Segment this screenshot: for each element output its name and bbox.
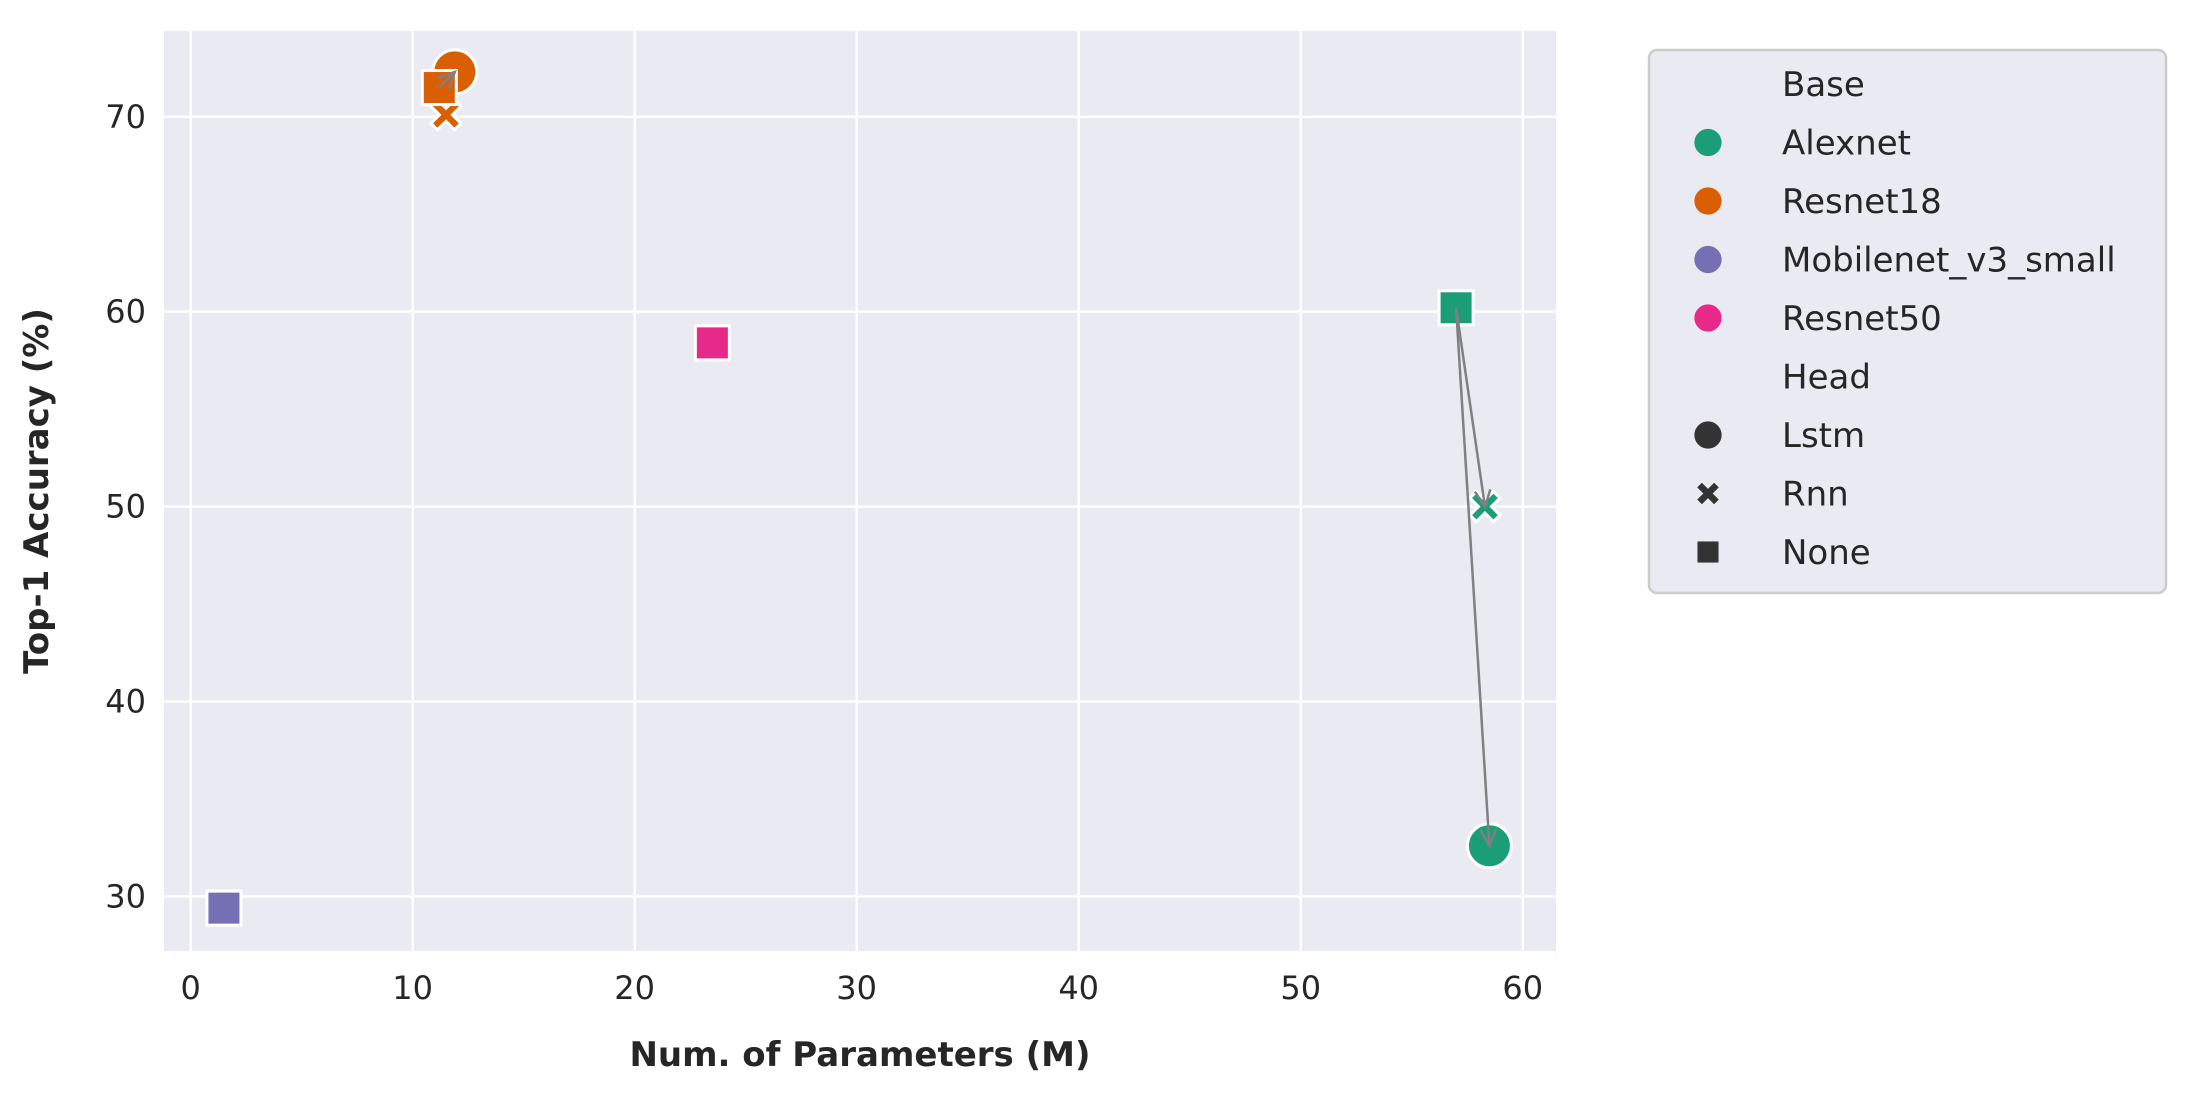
legend-item-alexnet-marker [1694,128,1722,157]
legend-item-lstm-label: Lstm [1782,416,1865,456]
legend-item-none: None [1697,533,1871,573]
y-tick-label: 50 [105,488,146,526]
legend-item-none-marker [1697,541,1719,563]
x-tick-label: 0 [180,969,200,1007]
x-tick-label: 30 [836,969,877,1007]
legend-head-title-label: Head [1782,358,1871,398]
legend-item-alexnet: Alexnet [1694,124,1911,164]
legend-item-rnn-label: Rnn [1782,475,1849,515]
x-axis-title: Num. of Parameters (M) [629,1035,1090,1075]
x-tick-label: 60 [1502,969,1543,1007]
legend-item-mobilenet-v3-small-label: Mobilenet_v3_small [1782,241,2116,281]
legend-item-lstm-marker [1694,421,1722,449]
x-tick-label: 50 [1280,969,1321,1007]
x-tick-label: 40 [1058,969,1099,1007]
legend-item-resnet18-label: Resnet18 [1782,182,1942,222]
legend-base-title-label: Base [1782,65,1865,105]
y-tick-label: 40 [105,683,146,721]
arrow [1454,307,1498,849]
legend-item-mobilenet-v3-small-marker [1694,245,1722,274]
y-tick-label: 70 [105,98,146,136]
arrow [437,69,457,90]
legend-item-rnn-marker [1697,482,1719,505]
y-axis-title: Top-1 Accuracy (%) [17,308,57,674]
tick-labels: 0 10 20 30 40 50 60 30 40 50 60 70 [105,98,1543,1007]
x-tick-label: 20 [614,969,655,1007]
point-resnet50-none [693,324,731,362]
arrow-annotations [437,69,1498,849]
legend-item-resnet50: Resnet50 [1694,299,1942,339]
legend-item-none-label: None [1782,533,1871,573]
legend: Base Alexnet Resnet18 Mobilenet_v3_small Res… [1647,48,2168,595]
grid-lines [164,31,1556,951]
legend-item-resnet18: Resnet18 [1694,182,1942,222]
legend-item-resnet50-label: Resnet50 [1782,299,1942,339]
legend-head-title: Head [1782,358,1871,398]
plot-background [164,31,1556,951]
legend-item-mobilenet-v3-small: Mobilenet_v3_small [1694,241,2116,281]
y-tick-label: 60 [105,293,146,331]
legend-item-alexnet-label: Alexnet [1782,124,1911,164]
legend-box [1647,48,2168,595]
legend-item-rnn: Rnn [1697,475,1849,515]
x-tick-label: 10 [392,969,433,1007]
legend-item-resnet50-marker [1694,304,1722,332]
y-tick-label: 30 [105,877,146,915]
legend-item-lstm: Lstm [1694,416,1865,456]
legend-item-resnet18-marker [1694,187,1722,215]
legend-base-title: Base [1782,65,1865,105]
point-mobilenet-v3-small-none [205,889,243,927]
arrow [1454,307,1492,510]
